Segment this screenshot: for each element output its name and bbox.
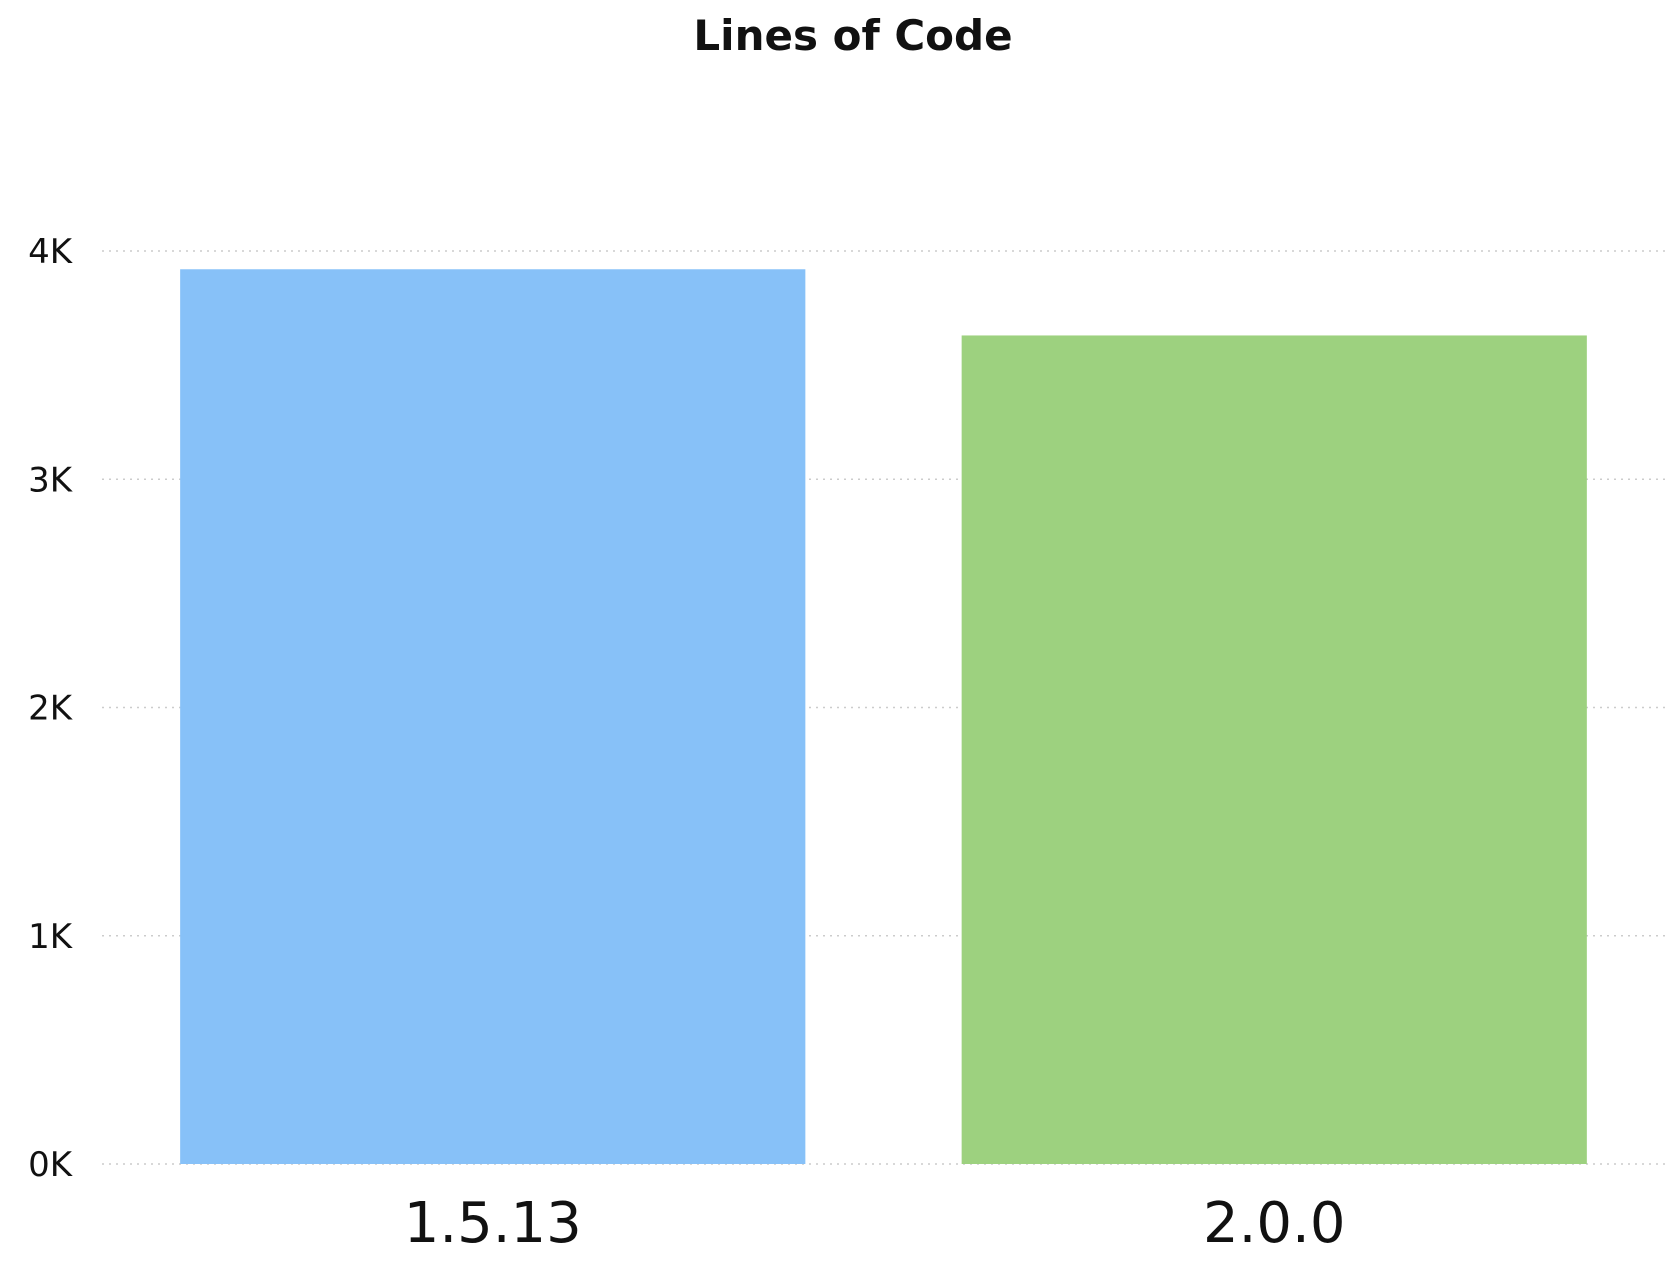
y-axis: 0K 1K 2K 3K 4K	[28, 232, 74, 1185]
y-tick-label: 2K	[28, 689, 74, 729]
y-tick-label: 0K	[28, 1145, 74, 1185]
y-tick-label: 4K	[28, 232, 74, 272]
x-axis: 1.5.13 2.0.0	[404, 1191, 1346, 1256]
x-tick-label: 2.0.0	[1203, 1191, 1346, 1256]
y-tick-label: 1K	[28, 917, 74, 957]
bars	[180, 269, 1587, 1164]
x-tick-label: 1.5.13	[404, 1191, 582, 1256]
bar-1-5-13[interactable]	[180, 269, 806, 1164]
chart-title: Lines of Code	[693, 11, 1012, 60]
bar-2-0-0[interactable]	[961, 335, 1587, 1164]
y-tick-label: 3K	[28, 460, 74, 500]
